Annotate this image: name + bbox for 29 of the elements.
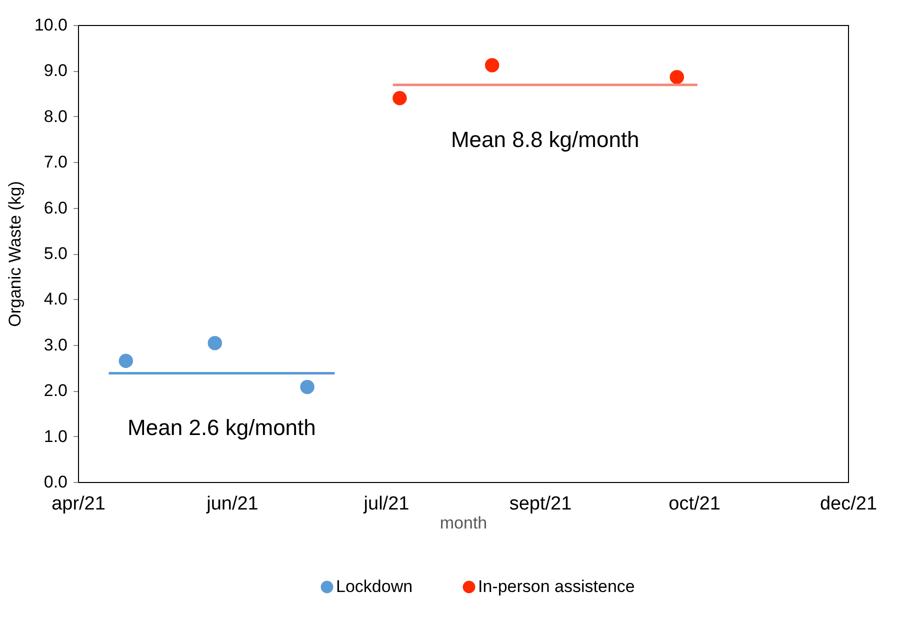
x-tick-label: jul/21 <box>362 494 410 514</box>
legend-label: In-person assistence <box>478 577 635 596</box>
x-tick-label: dec/21 <box>820 494 878 514</box>
point <box>670 70 684 84</box>
y-tick-label: 5.0 <box>44 244 68 263</box>
x-tick-label: oct/21 <box>668 494 720 514</box>
y-tick-label: 9.0 <box>44 61 68 80</box>
y-tick-label: 6.0 <box>44 198 68 218</box>
legend-label: Lockdown <box>336 577 413 596</box>
x-tick-label: jun/21 <box>206 494 258 514</box>
annotation: Mean 8.8 kg/month <box>450 126 640 152</box>
y-axis-title: Organic Waste (kg) <box>5 181 24 327</box>
y-tick-label: 10.0 <box>34 16 68 34</box>
point <box>300 380 314 394</box>
point <box>208 336 222 350</box>
y-tick-label: 0.0 <box>44 472 68 492</box>
annotation: Mean 2.6 kg/month <box>128 415 316 440</box>
x-axis-title: month <box>440 514 488 532</box>
y-tick-label: 4.0 <box>44 290 68 309</box>
point <box>118 354 134 368</box>
point <box>484 58 500 72</box>
y-tick-label: 3.0 <box>44 335 68 354</box>
x-tick-label: sept/21 <box>509 494 572 514</box>
y-tick-label: 2.0 <box>44 381 68 400</box>
y-tick-label: 8.0 <box>44 106 68 126</box>
y-tick-label: 1.0 <box>44 426 68 446</box>
point <box>392 91 407 106</box>
x-tick-label: apr/21 <box>52 494 106 514</box>
y-tick-label: 7.0 <box>44 152 68 172</box>
